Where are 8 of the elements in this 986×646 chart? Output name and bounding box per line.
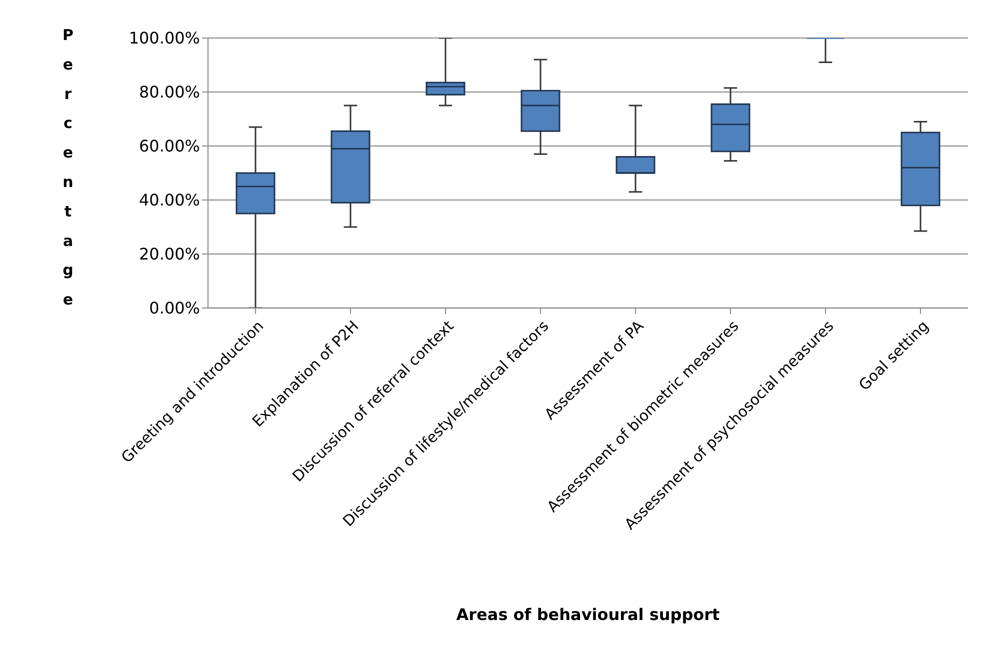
y-tick-label: 100.00% [128,28,200,48]
y-tick-label: 0.00% [149,298,200,318]
y-tick-label: 60.00% [138,136,200,156]
text: Percentage [62,26,74,309]
y-tick-label: 20.00% [138,244,200,264]
y-tick-label: 80.00% [138,82,200,102]
x-axis-title: Areas of behavioural support [456,605,720,624]
y-tick-label: 40.00% [138,190,200,210]
